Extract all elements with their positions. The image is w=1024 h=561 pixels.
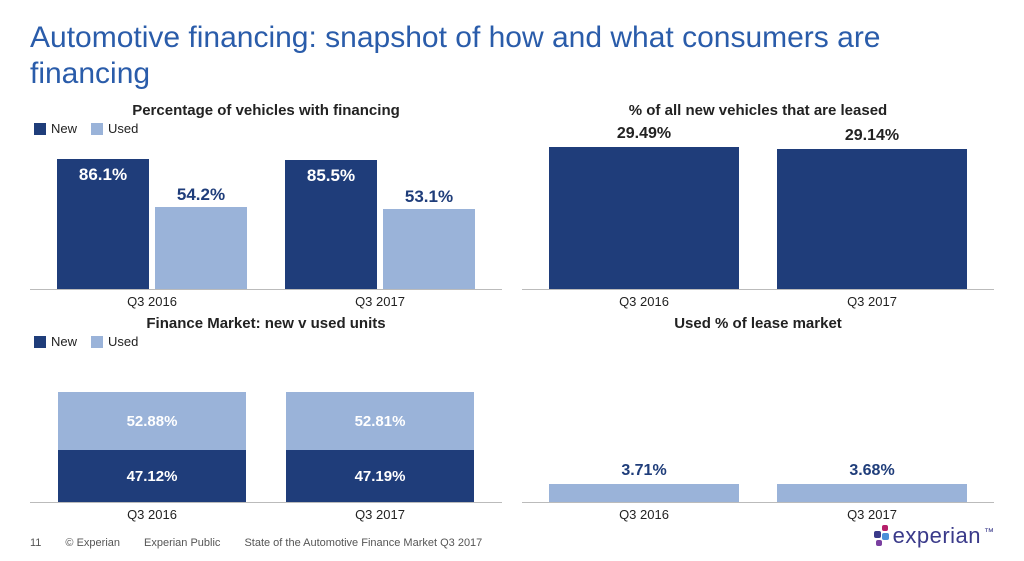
legend-label: Used bbox=[108, 334, 138, 349]
x-tick: Q3 2017 bbox=[266, 507, 494, 522]
x-axis: Q3 2016 Q3 2017 bbox=[522, 503, 994, 522]
logo-dot-icon bbox=[882, 525, 888, 531]
charts-grid: Percentage of vehicles with financing Ne… bbox=[30, 102, 994, 522]
chart-used-lease-market: Used % of lease market 3.71% 3.68% Q3 201… bbox=[522, 315, 994, 522]
bar: 29.49% bbox=[549, 147, 739, 289]
stacked-bar: 52.88%47.12% bbox=[58, 392, 246, 502]
x-axis: Q3 2016 Q3 2017 bbox=[522, 290, 994, 309]
bar-used: 54.2% bbox=[155, 207, 247, 289]
bar-label: 85.5% bbox=[307, 166, 355, 186]
x-tick: Q3 2017 bbox=[758, 294, 986, 309]
legend: New Used bbox=[30, 334, 502, 349]
x-axis: Q3 2016 Q3 2017 bbox=[30, 290, 502, 309]
bar-group: 29.14% bbox=[758, 121, 986, 289]
logo-text: experian bbox=[893, 523, 981, 549]
chart-title: Percentage of vehicles with financing bbox=[30, 102, 502, 119]
experian-logo: experian ™ bbox=[870, 523, 994, 549]
swatch-icon bbox=[91, 123, 103, 135]
page-number: 11 bbox=[30, 537, 41, 549]
bar-label: 3.71% bbox=[621, 462, 666, 480]
trademark: ™ bbox=[984, 527, 994, 538]
footer-left: 11 © Experian Experian Public State of t… bbox=[30, 537, 482, 549]
legend-item-used: Used bbox=[91, 334, 138, 349]
logo-dots-icon bbox=[870, 525, 890, 549]
bar: 29.14% bbox=[777, 149, 967, 289]
stack-segment-new: 47.12% bbox=[58, 450, 246, 502]
bar-group: 3.68% bbox=[758, 334, 986, 502]
logo-dot-icon bbox=[874, 531, 881, 538]
bar-group: 85.5% 53.1% bbox=[266, 138, 494, 289]
slide-title: Automotive financing: snapshot of how an… bbox=[30, 20, 994, 92]
bar-group: 86.1% 54.2% bbox=[38, 138, 266, 289]
classification: Experian Public bbox=[144, 537, 220, 549]
swatch-icon bbox=[34, 336, 46, 348]
chart-title: % of all new vehicles that are leased bbox=[522, 102, 994, 119]
bar-group: 29.49% bbox=[530, 121, 758, 289]
logo-dot-icon bbox=[876, 540, 882, 546]
bar-label: 29.49% bbox=[617, 125, 671, 143]
plot-area: 3.71% 3.68% bbox=[522, 334, 994, 503]
legend-label: Used bbox=[108, 121, 138, 136]
bar-label: 29.14% bbox=[845, 127, 899, 145]
x-tick: Q3 2016 bbox=[530, 507, 758, 522]
logo-dot-icon bbox=[882, 533, 889, 540]
bar-label: 54.2% bbox=[177, 185, 225, 205]
chart-title: Used % of lease market bbox=[522, 315, 994, 332]
swatch-icon bbox=[91, 336, 103, 348]
bar-used: 53.1% bbox=[383, 209, 475, 289]
bar: 3.68% bbox=[777, 484, 967, 502]
x-tick: Q3 2017 bbox=[758, 507, 986, 522]
bar-new: 85.5% bbox=[285, 160, 377, 289]
stack-segment-used: 52.81% bbox=[286, 392, 474, 450]
x-tick: Q3 2016 bbox=[38, 507, 266, 522]
legend-label: New bbox=[51, 334, 77, 349]
stacked-bar-group: 52.81%47.19% bbox=[266, 351, 494, 502]
footer: 11 © Experian Experian Public State of t… bbox=[30, 523, 994, 549]
x-tick: Q3 2016 bbox=[38, 294, 266, 309]
chart-title: Finance Market: new v used units bbox=[30, 315, 502, 332]
bar-label: 53.1% bbox=[405, 187, 453, 207]
bar-label: 86.1% bbox=[79, 165, 127, 185]
slide: Automotive financing: snapshot of how an… bbox=[0, 0, 1024, 561]
stack-segment-new: 47.19% bbox=[286, 450, 474, 502]
stacked-bar-group: 52.88%47.12% bbox=[38, 351, 266, 502]
bar: 3.71% bbox=[549, 484, 739, 502]
bar-label: 3.68% bbox=[849, 462, 894, 480]
bar-group: 3.71% bbox=[530, 334, 758, 502]
legend-label: New bbox=[51, 121, 77, 136]
legend-item-used: Used bbox=[91, 121, 138, 136]
legend-item-new: New bbox=[34, 334, 77, 349]
chart-leased-percentage: % of all new vehicles that are leased 29… bbox=[522, 102, 994, 309]
chart-financing-percentage: Percentage of vehicles with financing Ne… bbox=[30, 102, 502, 309]
x-tick: Q3 2016 bbox=[530, 294, 758, 309]
plot-area: 29.49% 29.14% bbox=[522, 121, 994, 290]
swatch-icon bbox=[34, 123, 46, 135]
plot-area: 52.88%47.12% 52.81%47.19% bbox=[30, 351, 502, 503]
legend: New Used bbox=[30, 121, 502, 136]
footer-subtitle: State of the Automotive Finance Market Q… bbox=[244, 537, 482, 549]
plot-area: 86.1% 54.2% 85.5% 53.1% bbox=[30, 138, 502, 290]
chart-finance-market: Finance Market: new v used units New Use… bbox=[30, 315, 502, 522]
stacked-bar: 52.81%47.19% bbox=[286, 392, 474, 502]
bar-new: 86.1% bbox=[57, 159, 149, 289]
legend-item-new: New bbox=[34, 121, 77, 136]
stack-segment-used: 52.88% bbox=[58, 392, 246, 450]
x-tick: Q3 2017 bbox=[266, 294, 494, 309]
copyright: © Experian bbox=[65, 537, 120, 549]
x-axis: Q3 2016 Q3 2017 bbox=[30, 503, 502, 522]
